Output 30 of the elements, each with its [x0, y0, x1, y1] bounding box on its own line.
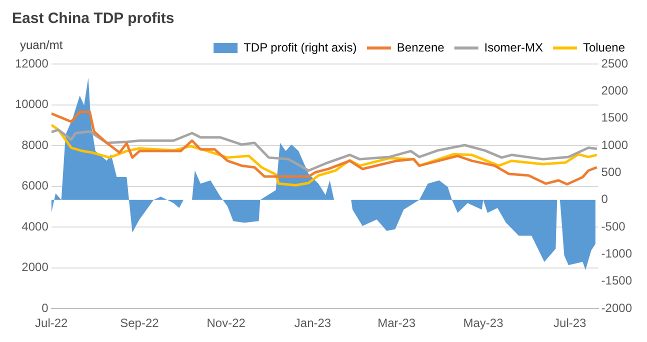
- y-tick-label: 12000: [14, 56, 49, 70]
- y2-tick-label: -500: [601, 219, 626, 234]
- y-tick-label: 4000: [22, 219, 49, 234]
- x-tick-label: Nov-22: [206, 316, 246, 330]
- y2-tick-label: 2000: [601, 83, 628, 98]
- y2-tick-label: 2500: [601, 56, 628, 70]
- y-tick-label: 8000: [22, 138, 49, 152]
- y2-tick-label: -1000: [601, 246, 632, 261]
- legend-label: TDP profit (right axis): [244, 40, 357, 54]
- legend-label: Isomer-MX: [484, 40, 543, 54]
- y2-tick-label: 1500: [601, 110, 628, 125]
- y2-tick-label: 500: [601, 165, 622, 180]
- legend-label: Benzene: [396, 40, 445, 54]
- y2-tick-label: -1500: [601, 274, 632, 288]
- y-tick-label: 0: [42, 300, 49, 315]
- y-tick-label: 10000: [14, 97, 49, 112]
- y2-tick-label: -2000: [601, 300, 632, 315]
- y-axis-title: yuan/mt: [20, 38, 63, 52]
- x-tick-label: May-23: [463, 316, 504, 330]
- y2-tick-label: 0: [601, 192, 608, 206]
- y2-tick-label: 1000: [601, 138, 628, 152]
- y-tick-label: 6000: [22, 178, 49, 193]
- x-tick-label: Jan-23: [294, 316, 332, 330]
- x-tick-label: Mar-23: [378, 316, 416, 330]
- chart-title: East China TDP profits: [12, 10, 174, 28]
- x-tick-label: Jul-22: [35, 316, 68, 330]
- x-tick-label: Sep-22: [120, 316, 160, 330]
- legend-label: Toluene: [582, 40, 626, 54]
- y-tick-label: 2000: [22, 260, 49, 274]
- x-tick-label: Jul-23: [554, 316, 587, 330]
